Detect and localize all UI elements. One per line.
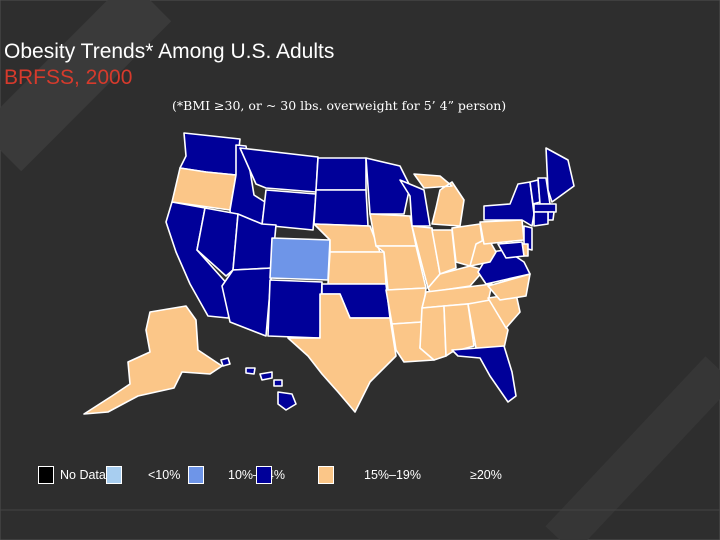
state-north-dakota: [315, 157, 367, 191]
legend-swatch-no-data: [38, 466, 54, 484]
legend-swatch-10-14: [188, 466, 204, 484]
state-arizona: [221, 267, 273, 337]
legend-swatch-15-19: [256, 466, 272, 484]
state-georgia: [467, 299, 509, 349]
legend-label-15-19: 15%–19%: [364, 468, 421, 482]
state-kansas: [327, 251, 387, 285]
state-indiana: [431, 229, 457, 275]
legend-swatch-ge20: [318, 466, 334, 484]
state-arkansas: [385, 287, 427, 325]
state-maryland: [497, 241, 525, 259]
state-florida: [451, 345, 517, 403]
state-new-york: [483, 181, 535, 227]
state-new-mexico: [267, 279, 323, 339]
state-connecticut: [533, 211, 549, 227]
state-hawaii: [220, 357, 297, 411]
map-legend: No Data <10% 10%–14% 15%–19% ≥20%: [30, 462, 590, 492]
state-south-dakota: [313, 189, 369, 227]
state-texas: [287, 293, 397, 413]
state-maine: [545, 147, 575, 203]
state-wyoming: [261, 189, 317, 231]
legend-swatch-lt10: [106, 466, 122, 484]
state-wisconsin: [399, 179, 431, 227]
state-pennsylvania: [479, 219, 525, 245]
state-iowa: [369, 213, 417, 247]
state-mississippi: [419, 305, 447, 361]
state-montana: [239, 147, 319, 193]
state-michigan: [413, 173, 465, 227]
state-west-virginia: [469, 237, 497, 267]
state-minnesota: [365, 157, 411, 215]
page-title: Obesity Trends* Among U.S. Adults: [4, 40, 335, 63]
state-nevada: [196, 207, 239, 277]
state-colorado: [269, 237, 331, 281]
state-alaska: [83, 305, 223, 415]
legend-label-lt10: <10%: [148, 468, 181, 482]
page-subtitle-year: BRFSS, 2000: [4, 66, 133, 89]
legend-label-ge20: ≥20%: [470, 468, 502, 482]
bmi-footnote: (*BMI ≥30, or ~ 30 lbs. overweight for 5…: [172, 98, 507, 113]
legend-label-no-data: No Data: [60, 468, 106, 482]
state-rhode-island: [547, 211, 555, 221]
state-massachusetts: [533, 203, 557, 213]
